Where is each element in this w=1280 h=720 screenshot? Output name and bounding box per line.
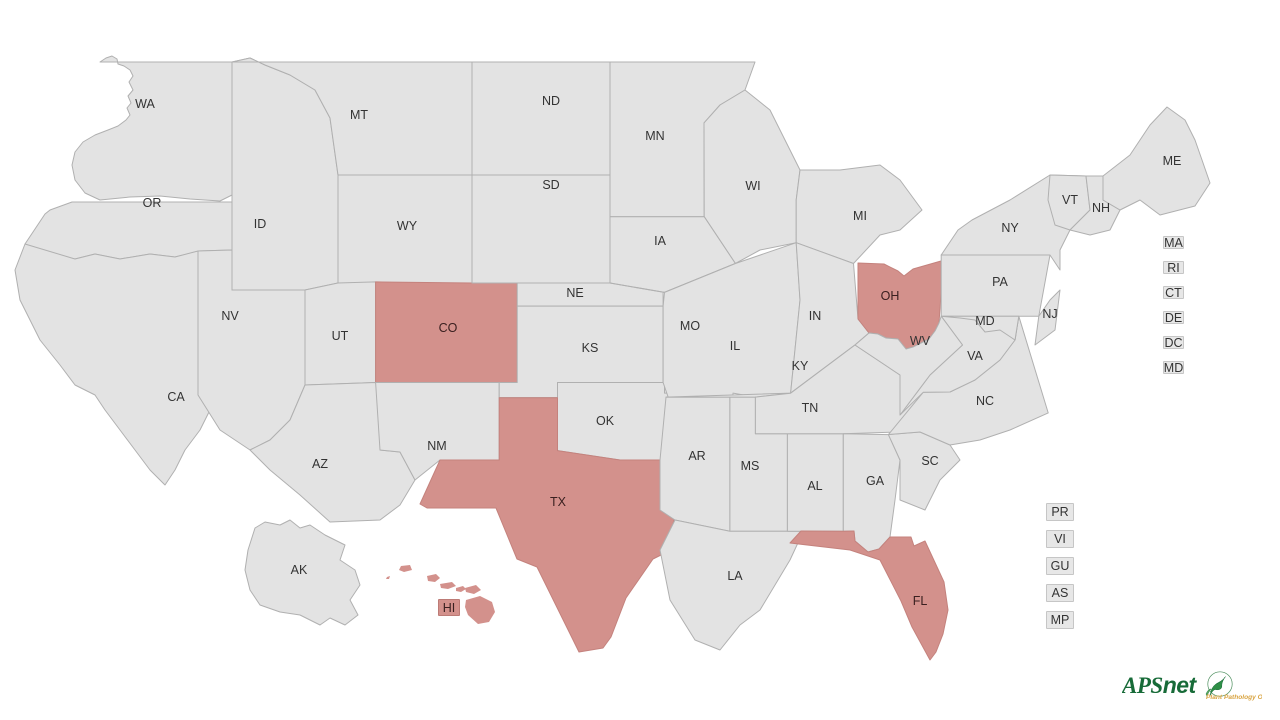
svg-text:IL: IL — [730, 339, 740, 353]
svg-text:ME: ME — [1163, 154, 1182, 168]
svg-text:MT: MT — [350, 108, 368, 122]
svg-text:CA: CA — [167, 390, 185, 404]
svg-text:IN: IN — [809, 309, 822, 323]
svg-text:NH: NH — [1092, 201, 1110, 215]
svg-text:WI: WI — [745, 179, 760, 193]
svg-text:MS: MS — [741, 459, 760, 473]
svg-text:WV: WV — [910, 334, 931, 348]
svg-text:ND: ND — [542, 94, 560, 108]
svg-text:TX: TX — [550, 495, 567, 509]
svg-text:MO: MO — [680, 319, 700, 333]
svg-text:Plant Pathology Online: Plant Pathology Online — [1206, 694, 1262, 701]
svg-text:OK: OK — [596, 414, 615, 428]
svg-text:CO: CO — [439, 321, 458, 335]
svg-text:AR: AR — [688, 449, 705, 463]
svg-text:UT: UT — [332, 329, 349, 343]
svg-text:MI: MI — [853, 209, 867, 223]
svg-text:KS: KS — [582, 341, 599, 355]
svg-text:AZ: AZ — [312, 457, 328, 471]
svg-text:KY: KY — [792, 359, 809, 373]
svg-text:AL: AL — [807, 479, 822, 493]
svg-text:LA: LA — [727, 569, 743, 583]
svg-text:VA: VA — [967, 349, 983, 363]
svg-text:NV: NV — [221, 309, 239, 323]
svg-text:NJ: NJ — [1042, 307, 1057, 321]
svg-text:WA: WA — [135, 97, 155, 111]
svg-text:ID: ID — [254, 217, 267, 231]
svg-text:OH: OH — [881, 289, 900, 303]
svg-text:NC: NC — [976, 394, 994, 408]
svg-text:VT: VT — [1062, 193, 1078, 207]
svg-text:GA: GA — [866, 474, 885, 488]
svg-text:IA: IA — [654, 234, 666, 248]
svg-text:APSnet: APSnet — [1122, 672, 1198, 698]
svg-text:MN: MN — [645, 129, 664, 143]
svg-text:SD: SD — [542, 178, 559, 192]
svg-text:TN: TN — [802, 401, 819, 415]
svg-text:AK: AK — [291, 563, 308, 577]
svg-text:SC: SC — [921, 454, 938, 468]
svg-text:FL: FL — [913, 594, 928, 608]
svg-text:NM: NM — [427, 439, 446, 453]
svg-text:WY: WY — [397, 219, 418, 233]
svg-text:OR: OR — [143, 196, 162, 210]
svg-text:NY: NY — [1001, 221, 1019, 235]
svg-text:MD: MD — [975, 314, 994, 328]
svg-text:PA: PA — [992, 275, 1008, 289]
svg-text:NE: NE — [566, 286, 583, 300]
